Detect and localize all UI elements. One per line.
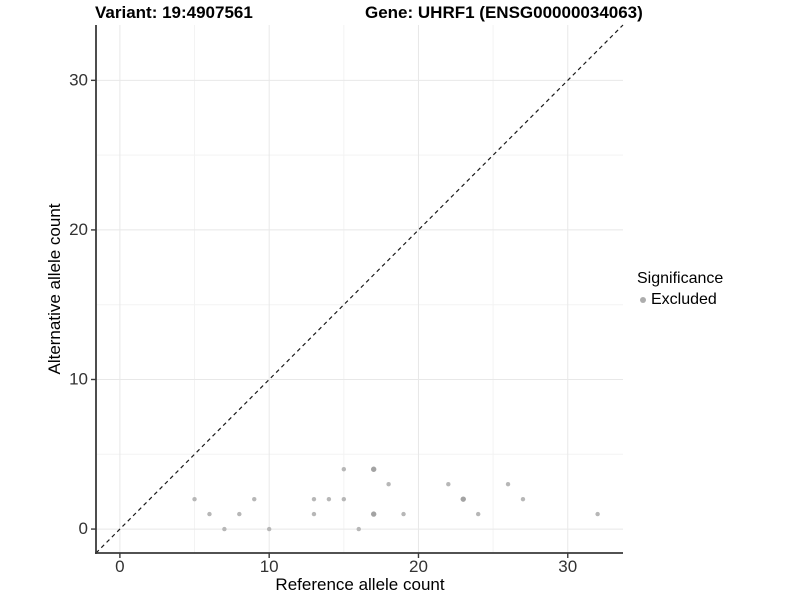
data-point: [370, 466, 377, 472]
gene-title: Gene: UHRF1 (ENSG00000034063): [365, 3, 643, 22]
legend-point-icon: [640, 297, 646, 303]
data-point: [475, 511, 481, 517]
x-axis-title: Reference allele count: [275, 575, 445, 594]
data-point: [326, 496, 332, 502]
data-point: [341, 496, 347, 502]
y-tick-label: 0: [79, 519, 88, 538]
variant-title: Variant: 19:4907561: [95, 3, 253, 22]
data-point: [311, 496, 317, 502]
data-point: [460, 496, 466, 502]
data-point: [595, 511, 600, 517]
data-point: [505, 481, 511, 487]
y-axis-title: Alternative allele count: [45, 203, 64, 375]
data-point: [401, 511, 406, 517]
legend: Significance Excluded: [637, 270, 723, 309]
x-tick-label: 10: [260, 557, 279, 576]
data-point: [311, 511, 317, 517]
data-point: [341, 467, 347, 472]
x-tick-label: 30: [558, 557, 577, 576]
data-point: [370, 511, 377, 517]
data-point: [386, 481, 391, 487]
data-point: [222, 526, 227, 532]
data-point: [237, 511, 242, 517]
data-point: [266, 526, 272, 532]
legend-entry-excluded: Excluded: [637, 291, 723, 309]
y-tick-label: 30: [69, 70, 88, 89]
data-point: [356, 526, 361, 532]
data-point: [446, 481, 451, 487]
data-point: [252, 496, 257, 502]
y-tick-label: 10: [69, 369, 88, 388]
legend-entry-label: Excluded: [651, 291, 717, 308]
data-point: [520, 496, 526, 502]
y-tick-label: 20: [69, 220, 88, 239]
data-point: [207, 511, 212, 517]
legend-title: Significance: [637, 270, 724, 287]
x-tick-label: 20: [409, 557, 428, 576]
data-point: [192, 496, 197, 502]
x-tick-label: 0: [115, 557, 124, 576]
identity-line: [95, 24, 624, 554]
